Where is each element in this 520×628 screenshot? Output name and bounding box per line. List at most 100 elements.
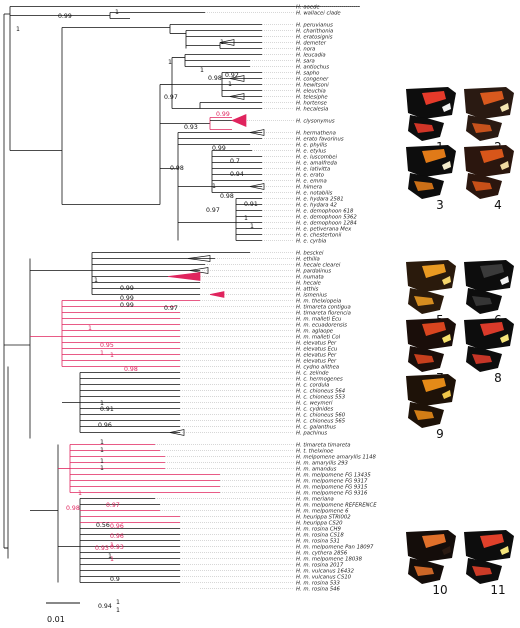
hindwing-band: [414, 410, 434, 420]
taxon-label: H. m. melpomene FG 9315: [296, 484, 368, 490]
taxon-label: H. e. cyrbia: [296, 238, 326, 244]
taxon-label: H. m. vulcanus CS10: [296, 574, 352, 580]
collapsed-clade-wedge: [167, 272, 201, 281]
taxon-label: H. melpomene amaryllis 1148: [296, 454, 376, 460]
tree-branches: [3, 6, 360, 583]
support-value: 0.94: [230, 171, 244, 178]
wing-number: 10: [432, 583, 447, 597]
forewing-spot: [500, 103, 509, 112]
forewing-spot: [500, 334, 509, 343]
wing-number: 9: [436, 427, 444, 441]
taxon-label: H. eleuchia: [296, 88, 326, 94]
wing-pattern-5: 5: [406, 260, 456, 327]
taxon-label: H. pardalinus: [296, 268, 331, 274]
taxon-label: H. m. melpomene FG 13435: [296, 472, 371, 478]
taxon-label: H. m. melpomene 6: [296, 508, 349, 514]
collapsed-clade-wedge: [169, 429, 185, 436]
collapsed-clade-wedge: [229, 93, 245, 100]
taxon-label: H. clysonymus: [296, 118, 335, 124]
taxon-label: H. e. chestertonii: [296, 232, 342, 238]
taxon-label: H. aoede: [296, 4, 320, 10]
taxon-label: H. e. hydara 2581: [296, 196, 344, 202]
support-value: 0.93: [110, 544, 124, 551]
taxon-label: H. sara: [296, 58, 315, 64]
forewing-spot: [500, 161, 509, 170]
taxon-label: H. m. malleti Col: [296, 334, 341, 340]
taxon-label: H. hermathena: [296, 130, 336, 136]
taxon-label: H. peruvianus: [296, 22, 333, 28]
support-value: 0.7: [230, 158, 240, 165]
collapsed-clade-wedge: [231, 113, 247, 128]
collapsed-clade-wedge: [249, 183, 265, 190]
hindwing-band: [414, 354, 434, 364]
support-value: 0.97: [206, 207, 220, 214]
support-value: 1: [108, 553, 112, 560]
support-value: 0.98: [208, 75, 222, 82]
taxon-label: H. timareta contigua: [296, 304, 351, 310]
taxon-label: H. e. lativitta: [296, 166, 330, 172]
taxon-label: H. elevatus Per: [296, 358, 337, 364]
support-value: 1: [100, 465, 104, 472]
taxon-label: H. heurippa STRI002: [296, 514, 351, 520]
forewing-band: [480, 149, 504, 163]
taxon-label: H. erato favorinus: [296, 136, 344, 142]
taxon-label: H. e. demophoon 5362: [296, 214, 357, 220]
taxon-label: H. m. ecuadorensis: [296, 322, 347, 328]
collapsed-clades: [167, 39, 265, 436]
collapsed-clade-wedge: [187, 255, 211, 262]
forewing-band: [480, 91, 504, 105]
taxon-label: H. timareta timareta: [296, 442, 350, 448]
wing-number: 8: [494, 371, 502, 385]
support-value: 1: [100, 350, 104, 357]
taxon-label: H. c. galanthus: [296, 424, 336, 430]
taxon-label: H. t. thelxinoe: [296, 448, 334, 454]
support-value: 1: [116, 607, 120, 614]
taxon-label: H. e. emma: [296, 178, 327, 184]
support-value: 1: [228, 81, 232, 88]
taxon-label: H. sapho: [296, 70, 319, 76]
forewing-band: [422, 378, 446, 392]
taxon-label: H. ismenius: [296, 292, 327, 298]
support-value: 1: [100, 458, 104, 465]
support-value: 0.91: [244, 201, 258, 208]
forewing-band: [480, 534, 504, 548]
collapsed-clade-wedge: [209, 291, 225, 298]
taxon-label: H. c. zelinde: [296, 370, 329, 376]
support-value: 0.56: [96, 522, 110, 529]
taxon-label: H. e. luscombei: [296, 154, 337, 160]
taxon-label: H. atthis: [296, 286, 319, 292]
support-value: 0.96: [98, 422, 112, 429]
taxon-label: H. c. cydnides: [296, 406, 333, 412]
taxon-label: H. charithonia: [296, 28, 333, 34]
support-value: 0.99: [120, 285, 134, 292]
support-value: 1: [200, 67, 204, 74]
wing-pattern-10: 10: [406, 530, 456, 597]
wing-number: 11: [490, 583, 505, 597]
taxon-label: H. m. melpomene FG 9317: [296, 478, 368, 484]
taxon-label: H. ethilla: [296, 256, 320, 262]
collapsed-clade-wedge: [189, 267, 209, 274]
support-value: 0.99: [216, 111, 230, 118]
wing-pattern-9: 9: [406, 374, 456, 441]
taxon-label: H. timareta florencia: [296, 310, 351, 316]
support-value: 1: [100, 400, 104, 407]
forewing-spot: [442, 103, 451, 112]
forewing-spot: [500, 546, 509, 555]
support-value: 1: [110, 556, 114, 563]
support-value: 1: [212, 183, 216, 190]
taxon-label: H. m. malleti Ecu: [296, 316, 342, 322]
wing-pattern-3: 3: [406, 145, 456, 212]
hindwing-band: [472, 566, 492, 576]
taxon-label: H. telesiphe: [296, 94, 328, 100]
taxon-label: H. hecale: [296, 280, 322, 286]
taxon-label: H. nora: [296, 46, 315, 52]
taxon-label: H. e. petiverana Mex: [296, 226, 352, 232]
support-value: 1: [110, 352, 114, 359]
support-value: 1: [115, 9, 119, 16]
taxon-label: H. e. erato: [296, 172, 324, 178]
taxon-label: H. m. rosina CH9: [296, 526, 341, 532]
forewing-band: [422, 322, 446, 336]
